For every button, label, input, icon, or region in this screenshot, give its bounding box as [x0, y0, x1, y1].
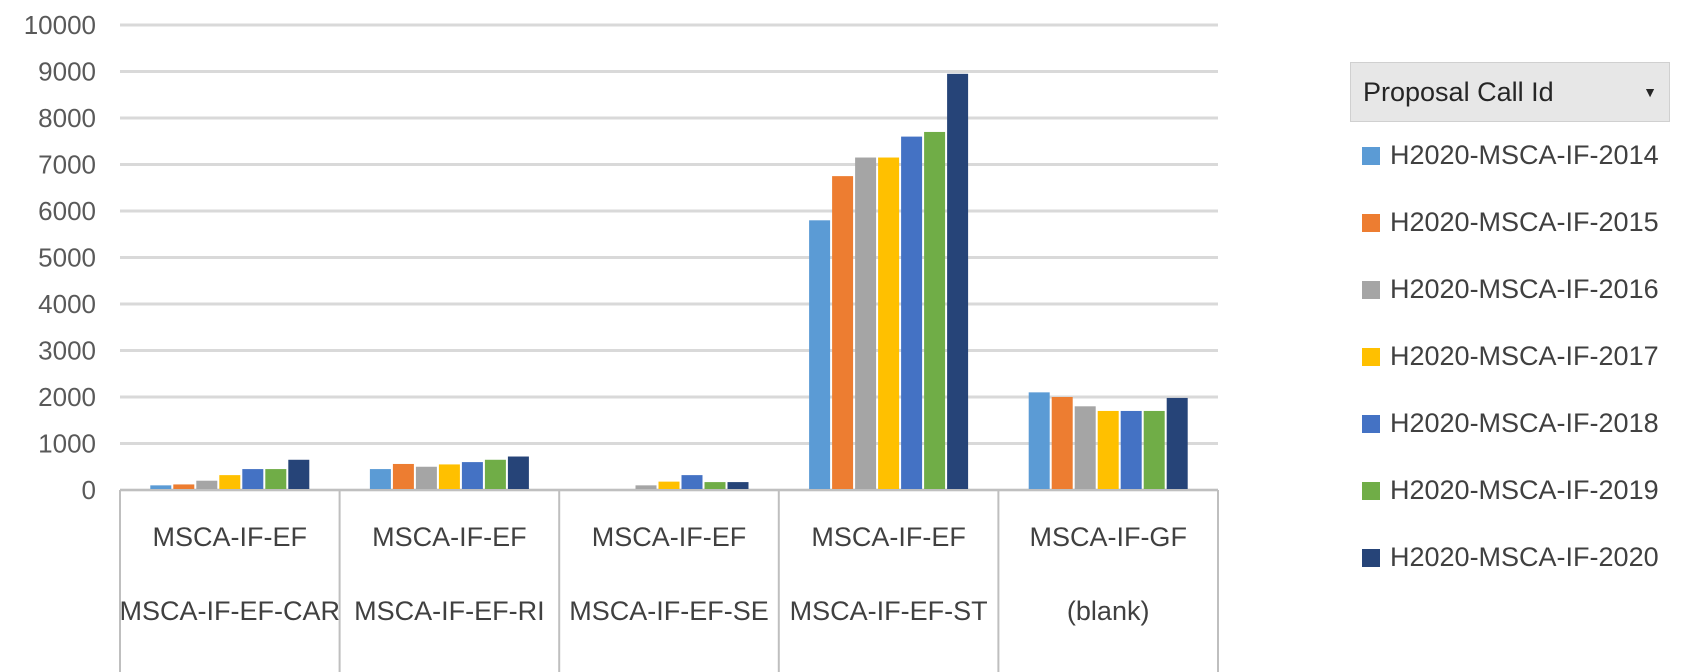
gridlines: [120, 23, 1218, 492]
category-label-inner: (blank): [1067, 596, 1150, 626]
bar-h2020-msca-if-2018-msca-if-ef-se: [681, 475, 703, 490]
bar-h2020-msca-if-2018-msca-if-ef-car: [242, 469, 264, 490]
bar-h2020-msca-if-2018-blank: [1120, 410, 1142, 490]
legend-item: H2020-MSCA-IF-2020: [1350, 524, 1670, 591]
category-label-inner: MSCA-IF-EF-RI: [354, 596, 544, 626]
bar-h2020-msca-if-2016-msca-if-ef-st: [855, 157, 877, 490]
bar-h2020-msca-if-2020-msca-if-ef-ri: [507, 456, 529, 490]
y-tick-label: 7000: [38, 150, 96, 180]
bar-h2020-msca-if-2014-msca-if-ef-car: [150, 485, 172, 490]
category-label-inner: MSCA-IF-EF-ST: [790, 596, 988, 626]
y-tick-label: 9000: [38, 57, 96, 87]
bar-h2020-msca-if-2014-blank: [1028, 392, 1050, 490]
bar-h2020-msca-if-2015-msca-if-ef-ri: [392, 463, 414, 490]
bar-h2020-msca-if-2019-msca-if-ef-se: [704, 482, 726, 490]
legend: Proposal Call Id ▼ H2020-MSCA-IF-2014 H20…: [1350, 62, 1670, 591]
y-tick-label: 6000: [38, 196, 96, 226]
category-label-outer: MSCA-IF-EF: [153, 522, 308, 552]
bar-h2020-msca-if-2015-msca-if-ef-st: [832, 176, 854, 490]
category-label-inner: MSCA-IF-EF-CAR: [120, 596, 340, 626]
bar-h2020-msca-if-2017-msca-if-ef-car: [219, 475, 241, 490]
legend-item: H2020-MSCA-IF-2018: [1350, 390, 1670, 457]
bar-h2020-msca-if-2015-msca-if-ef-car: [173, 484, 195, 490]
bar-h2020-msca-if-2018-msca-if-ef-ri: [461, 462, 483, 490]
legend-label: H2020-MSCA-IF-2014: [1390, 140, 1659, 170]
dropdown-arrow-icon[interactable]: ▼: [1643, 84, 1657, 100]
bar-h2020-msca-if-2016-blank: [1074, 406, 1096, 490]
bar-h2020-msca-if-2020-blank: [1166, 397, 1188, 490]
bar-h2020-msca-if-2016-msca-if-ef-ri: [415, 466, 437, 490]
legend-label: H2020-MSCA-IF-2018: [1390, 408, 1659, 438]
category-label-outer: MSCA-IF-EF: [811, 522, 966, 552]
bar-h2020-msca-if-2020-msca-if-ef-st: [947, 73, 969, 490]
legend-title: Proposal Call Id: [1363, 76, 1554, 107]
legend-label: H2020-MSCA-IF-2017: [1390, 341, 1659, 371]
legend-swatch: [1362, 347, 1380, 366]
bar-h2020-msca-if-2020-msca-if-ef-car: [288, 459, 310, 490]
bar-h2020-msca-if-2019-msca-if-ef-car: [265, 469, 287, 490]
bar-h2020-msca-if-2017-blank: [1097, 410, 1119, 490]
y-tick-label: 2000: [38, 382, 96, 412]
bar-h2020-msca-if-2017-msca-if-ef-st: [878, 157, 900, 490]
legend-filter-button[interactable]: Proposal Call Id ▼: [1350, 62, 1670, 122]
y-tick-label: 1000: [38, 429, 96, 459]
legend-swatch: [1362, 414, 1380, 433]
legend-item: H2020-MSCA-IF-2014: [1350, 122, 1670, 189]
legend-swatch: [1362, 213, 1380, 232]
bar-h2020-msca-if-2015-blank: [1051, 397, 1073, 490]
bar-h2020-msca-if-2019-msca-if-ef-st: [924, 131, 946, 490]
bar-h2020-msca-if-2014-msca-if-ef-ri: [369, 469, 391, 490]
legend-label: H2020-MSCA-IF-2016: [1390, 274, 1659, 304]
legend-swatch: [1362, 146, 1380, 165]
legend-swatch: [1362, 548, 1380, 567]
y-tick-label: 4000: [38, 289, 96, 319]
legend-item: H2020-MSCA-IF-2019: [1350, 457, 1670, 524]
legend-items: H2020-MSCA-IF-2014 H2020-MSCA-IF-2015 H202…: [1350, 122, 1670, 591]
legend-item: H2020-MSCA-IF-2015: [1350, 189, 1670, 256]
bar-h2020-msca-if-2018-msca-if-ef-st: [901, 136, 923, 490]
bar-h2020-msca-if-2019-msca-if-ef-ri: [484, 459, 506, 490]
legend-item: H2020-MSCA-IF-2016: [1350, 256, 1670, 323]
bars: [150, 73, 1188, 491]
category-label-outer: MSCA-IF-EF: [592, 522, 747, 552]
bar-h2020-msca-if-2017-msca-if-ef-ri: [438, 464, 460, 490]
bar-h2020-msca-if-2016-msca-if-ef-car: [196, 480, 218, 490]
legend-label: H2020-MSCA-IF-2020: [1390, 542, 1659, 572]
category-label-outer: MSCA-IF-EF: [372, 522, 527, 552]
y-axis-tick-labels: 0 1000 2000 3000 4000 5000 6000 7000 8000 9000 100…: [24, 10, 96, 505]
legend-label: H2020-MSCA-IF-2019: [1390, 475, 1659, 505]
legend-label: H2020-MSCA-IF-2015: [1390, 207, 1659, 237]
bar-h2020-msca-if-2020-msca-if-ef-se: [727, 482, 749, 490]
legend-swatch: [1362, 481, 1380, 500]
y-tick-label: 10000: [24, 10, 96, 40]
y-tick-label: 0: [82, 475, 96, 505]
bar-h2020-msca-if-2019-blank: [1143, 410, 1165, 490]
category-label-outer: MSCA-IF-GF: [1029, 522, 1186, 552]
y-tick-label: 3000: [38, 336, 96, 366]
bar-h2020-msca-if-2017-msca-if-ef-se: [658, 481, 680, 490]
y-tick-label: 8000: [38, 103, 96, 133]
bar-h2020-msca-if-2014-msca-if-ef-st: [809, 220, 831, 491]
legend-item: H2020-MSCA-IF-2017: [1350, 323, 1670, 390]
y-tick-label: 5000: [38, 243, 96, 273]
legend-swatch: [1362, 280, 1380, 299]
category-label-inner: MSCA-IF-EF-SE: [569, 596, 769, 626]
x-axis: MSCA-IF-EF MSCA-IF-EF-CAR MSCA-IF-EF MSCA-I…: [119, 489, 1219, 672]
bar-h2020-msca-if-2016-msca-if-ef-se: [635, 485, 657, 490]
